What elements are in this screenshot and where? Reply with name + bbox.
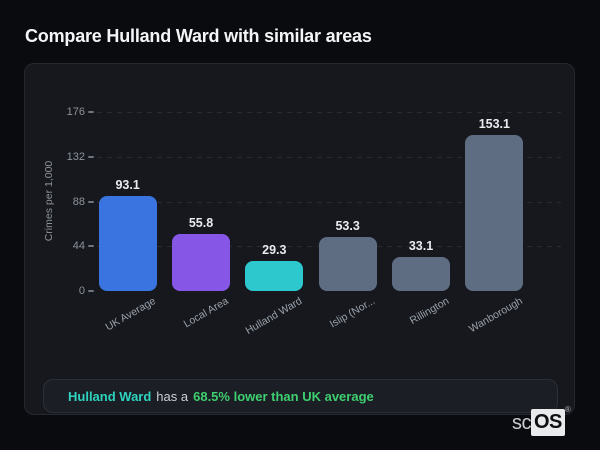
- logo-suffix: OS: [531, 409, 565, 436]
- y-tick-mark: [88, 200, 94, 203]
- bar-value-label: 93.1: [115, 178, 140, 193]
- logo-prefix: sc: [512, 411, 532, 434]
- y-tick-mark: [88, 245, 94, 248]
- gridline: [97, 201, 561, 203]
- bar-value-label: 55.8: [188, 216, 214, 231]
- x-axis-label-text: Local Area: [182, 295, 231, 331]
- x-axis-label-text: Hulland Ward: [243, 295, 305, 338]
- comparison-note: Hulland Ward has a 68.5% lower than UK a…: [43, 379, 558, 413]
- bar-value-label: 33.1: [408, 239, 434, 254]
- bar-value-label: 53.3: [335, 218, 360, 233]
- bar[interactable]: [171, 234, 230, 291]
- x-axis-label-text: Islip (Nor...: [328, 295, 378, 331]
- gridline: [97, 112, 561, 113]
- y-tick-label: 0: [78, 285, 85, 297]
- bar[interactable]: [465, 135, 524, 291]
- x-axis-label-text: UK Average: [103, 295, 158, 334]
- bar[interactable]: [318, 236, 377, 291]
- page-title: Compare Hulland Ward with similar areas: [25, 26, 372, 46]
- y-tick-label: 176: [66, 106, 85, 118]
- bar-value-label: 29.3: [262, 243, 287, 258]
- bar[interactable]: [98, 196, 157, 291]
- registered-mark-icon: ®: [564, 405, 571, 414]
- bar-value-label: 153.1: [478, 117, 510, 132]
- y-tick-mark: [88, 155, 94, 158]
- note-area-name: Hulland Ward: [68, 388, 152, 404]
- note-comparison-text: 68.5% lower than UK average: [193, 388, 374, 404]
- scos-logo: sc OS ®: [512, 405, 571, 436]
- plot-area: 0 44 88 132 176 93.1 UK Average 55.8 Local Area 2…: [25, 64, 574, 414]
- y-tick-label: 44: [72, 240, 85, 253]
- x-axis-label-text: Wanborough: [466, 295, 525, 336]
- y-tick-label: 132: [66, 150, 85, 163]
- bar[interactable]: [391, 257, 450, 291]
- gridline: [97, 156, 561, 158]
- y-tick-mark: [88, 290, 94, 292]
- y-tick-mark: [88, 111, 94, 113]
- bar[interactable]: [245, 261, 304, 291]
- note-middle-text: has a: [156, 388, 189, 404]
- x-axis-label-text: Rillington: [407, 295, 451, 327]
- chart-card: Crimes per 1,000 0 44 88 132 176 93.1 UK Avera…: [24, 63, 575, 415]
- y-tick-label: 88: [72, 195, 85, 208]
